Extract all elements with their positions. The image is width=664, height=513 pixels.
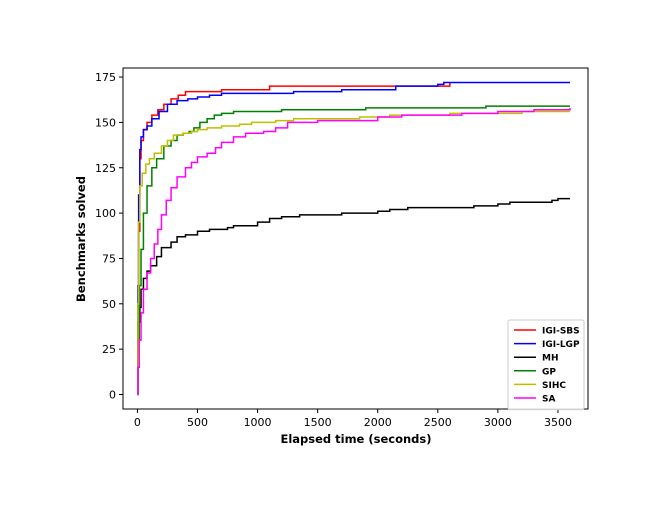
x-axis: 0 500 1000 1500 2000 2500 3000 3500 (134, 409, 572, 429)
x-tick-label: 500 (187, 416, 208, 429)
legend-label-sa: SA (542, 395, 555, 405)
y-tick-label: 150 (95, 116, 116, 129)
series-line-sihc (137, 110, 570, 396)
legend-label-sihc: SIHC (542, 381, 566, 391)
y-tick-label: 75 (102, 252, 116, 265)
legend-label-igi-lgp: IGI-LGP (542, 340, 580, 350)
y-tick-label: 175 (95, 71, 116, 84)
x-tick-label: 3000 (484, 416, 512, 429)
y-tick-label: 25 (102, 343, 116, 356)
y-tick-label: 100 (95, 207, 116, 220)
y-axis-label: Benchmarks solved (74, 176, 88, 302)
x-tick-label: 2500 (424, 416, 452, 429)
x-axis-label: Elapsed time (seconds) (280, 432, 431, 446)
legend-label-gp: GP (542, 367, 556, 377)
legend: IGI-SBS IGI-LGP MH GP SIHC SA (507, 319, 585, 411)
legend-label-mh: MH (542, 354, 559, 364)
x-tick-label: 2000 (364, 416, 392, 429)
legend-label-igi-sbs: IGI-SBS (542, 327, 580, 337)
y-tick-label: 125 (95, 162, 116, 175)
series-line-igi-lgp (137, 81, 570, 396)
x-tick-label: 3500 (544, 416, 572, 429)
y-axis: 0 25 50 75 100 125 150 175 (95, 71, 123, 401)
y-tick-label: 0 (109, 388, 116, 401)
x-tick-label: 0 (134, 416, 141, 429)
series-layer (137, 81, 571, 396)
x-tick-label: 1500 (304, 416, 332, 429)
legend-box (507, 319, 585, 411)
plot-frame (122, 67, 589, 410)
y-tick-label: 50 (102, 298, 116, 311)
x-tick-label: 1000 (244, 416, 272, 429)
series-line-sa (137, 107, 571, 396)
